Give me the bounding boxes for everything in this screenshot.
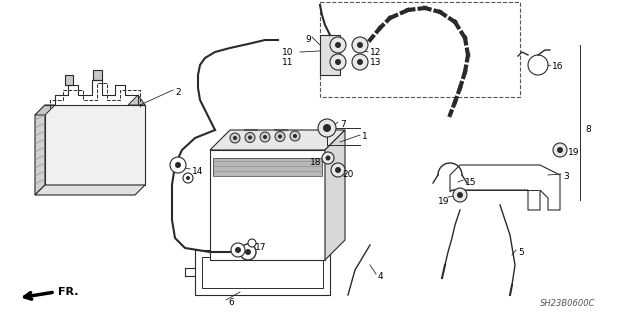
Text: 6: 6 xyxy=(228,298,234,307)
Circle shape xyxy=(335,167,341,173)
Circle shape xyxy=(330,54,346,70)
Circle shape xyxy=(335,42,341,48)
Circle shape xyxy=(290,131,300,141)
Text: SH23B0600C: SH23B0600C xyxy=(540,299,595,308)
Polygon shape xyxy=(210,130,345,150)
Polygon shape xyxy=(128,95,145,105)
Circle shape xyxy=(183,173,193,183)
Circle shape xyxy=(260,132,270,142)
Polygon shape xyxy=(450,165,560,210)
Polygon shape xyxy=(35,105,45,195)
Text: 7: 7 xyxy=(340,120,346,129)
Circle shape xyxy=(186,176,190,180)
Circle shape xyxy=(248,136,252,139)
Circle shape xyxy=(231,243,245,257)
Text: 16: 16 xyxy=(552,62,563,71)
Text: 11: 11 xyxy=(282,58,294,67)
Circle shape xyxy=(553,143,567,157)
Circle shape xyxy=(275,131,285,142)
Circle shape xyxy=(170,157,186,173)
Circle shape xyxy=(235,247,241,253)
Text: 19: 19 xyxy=(438,197,449,206)
Text: 5: 5 xyxy=(518,248,524,257)
Circle shape xyxy=(278,135,282,138)
Circle shape xyxy=(457,192,463,198)
Circle shape xyxy=(557,147,563,153)
Circle shape xyxy=(248,239,256,247)
Circle shape xyxy=(293,134,297,138)
Circle shape xyxy=(352,37,368,53)
Text: 20: 20 xyxy=(342,170,353,179)
Circle shape xyxy=(331,163,345,177)
Polygon shape xyxy=(35,185,145,195)
Text: 18: 18 xyxy=(310,158,321,167)
Text: 9: 9 xyxy=(305,35,311,44)
Circle shape xyxy=(528,55,548,75)
Polygon shape xyxy=(35,105,55,115)
Text: 14: 14 xyxy=(192,167,204,176)
Polygon shape xyxy=(202,257,323,288)
Circle shape xyxy=(335,59,341,65)
Circle shape xyxy=(357,42,363,48)
Circle shape xyxy=(318,119,336,137)
Text: FR.: FR. xyxy=(58,287,79,297)
Text: 17: 17 xyxy=(255,243,266,252)
Bar xyxy=(320,2,520,97)
Circle shape xyxy=(326,155,330,160)
Polygon shape xyxy=(210,150,325,260)
Polygon shape xyxy=(65,75,73,85)
Text: 8: 8 xyxy=(585,125,591,134)
Text: 13: 13 xyxy=(370,58,381,67)
Circle shape xyxy=(322,152,334,164)
Circle shape xyxy=(352,54,368,70)
Circle shape xyxy=(245,249,251,255)
Circle shape xyxy=(230,133,240,143)
Polygon shape xyxy=(93,70,102,80)
Text: 19: 19 xyxy=(568,148,579,157)
Circle shape xyxy=(453,188,467,202)
Text: 2: 2 xyxy=(175,88,180,97)
Circle shape xyxy=(323,124,331,132)
Circle shape xyxy=(263,135,267,139)
Text: 12: 12 xyxy=(370,48,381,57)
Circle shape xyxy=(330,37,346,53)
Polygon shape xyxy=(320,35,340,75)
Polygon shape xyxy=(45,105,145,185)
Text: 1: 1 xyxy=(362,132,368,141)
Text: 15: 15 xyxy=(465,178,477,187)
Circle shape xyxy=(175,162,181,168)
Bar xyxy=(213,158,322,176)
Polygon shape xyxy=(195,250,330,295)
Text: 3: 3 xyxy=(563,172,569,181)
Circle shape xyxy=(233,136,237,140)
Circle shape xyxy=(357,59,363,65)
Text: 4: 4 xyxy=(378,272,383,281)
Circle shape xyxy=(240,244,256,260)
Polygon shape xyxy=(325,130,345,260)
Circle shape xyxy=(245,132,255,143)
Text: 10: 10 xyxy=(282,48,294,57)
